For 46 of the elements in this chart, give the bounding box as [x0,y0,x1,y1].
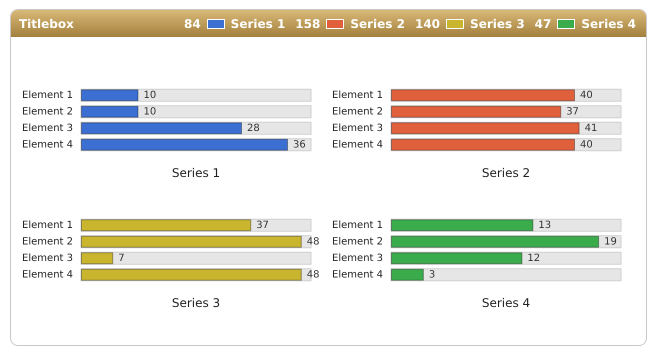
y-tick-label: Element 1 [332,90,383,101]
y-tick-label: Element 3 [332,122,383,134]
data-label: 40 [580,90,593,101]
text: 158 [295,16,320,30]
y-tick-label: Element 2 [22,106,73,118]
data-label: 19 [604,236,617,248]
y-tick-label: Element 4 [22,269,73,280]
x-axis-title: Series 4 [482,296,530,310]
x-axis-title: Series 2 [482,166,530,180]
data-label: 48 [306,236,320,248]
text: 47 [534,16,552,30]
y-tick-label: Element 2 [332,106,383,118]
text: Series 2 [350,16,405,30]
text: Series 4 [581,16,636,30]
data-label: 37 [256,220,269,231]
data-label: 41 [584,122,598,134]
x-axis-title: Series 3 [172,296,220,310]
y-tick-label: Element 2 [332,236,383,248]
data-label: 7 [118,252,125,264]
y-tick-label: Element 4 [332,139,383,150]
data-label: 3 [428,269,436,280]
text: Series 3 [470,16,525,30]
data-label: 13 [538,220,552,231]
x-axis-title: Series 1 [172,166,220,180]
chart-title: Titlebox [19,16,75,30]
data-label: 36 [293,139,306,150]
y-tick-label: Element 3 [332,252,383,264]
y-tick-label: Element 4 [22,139,73,150]
data-label: 37 [566,106,579,118]
y-tick-label: Element 1 [22,90,73,101]
text: Series 1 [230,16,286,30]
y-tick-label: Element 3 [22,122,73,134]
y-tick-label: Element 1 [22,220,73,231]
y-tick-label: Element 3 [22,252,73,264]
text: 84 [184,16,201,30]
text: 140 [414,16,440,30]
y-tick-label: Element 4 [332,269,383,280]
data-label: 12 [527,252,540,264]
y-tick-label: Element 2 [22,236,73,248]
data-label: 48 [306,269,320,280]
data-label: 28 [247,122,260,134]
data-label: 10 [144,106,156,118]
data-label: 10 [144,90,156,101]
bar [391,268,424,281]
y-tick-label: Element 1 [332,220,383,231]
data-label: 40 [580,139,593,150]
